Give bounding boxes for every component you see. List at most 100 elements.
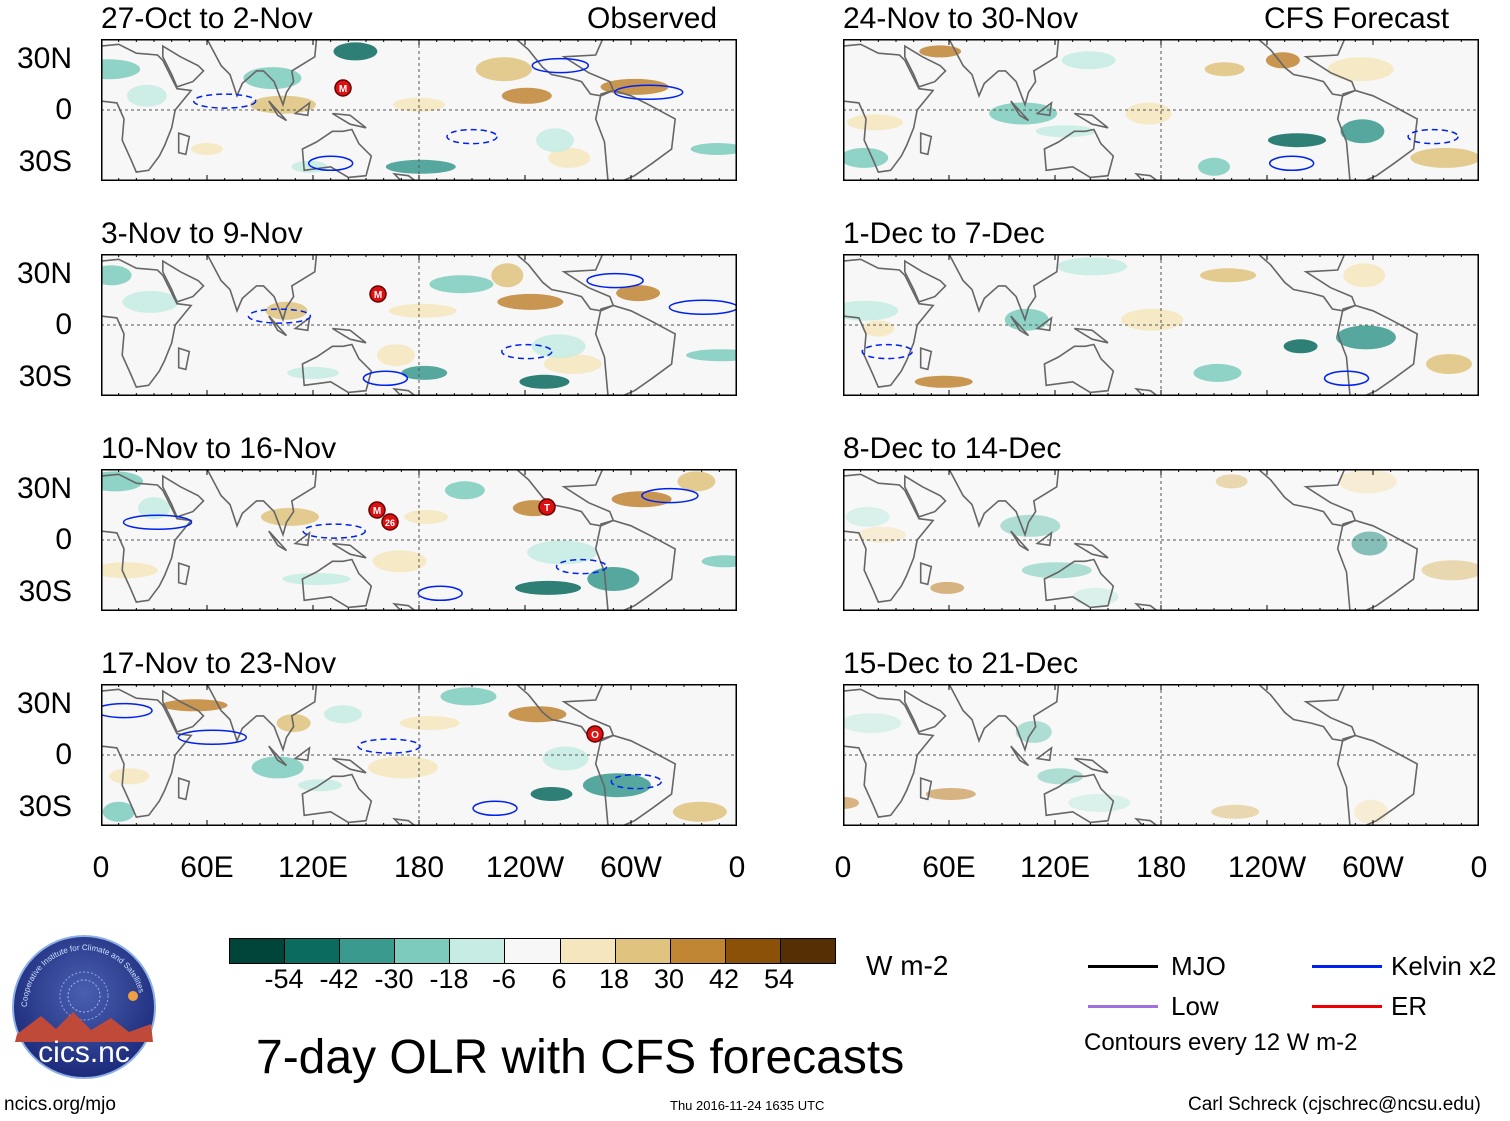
storm-marker: O (585, 723, 605, 750)
y-tick-0: 0 (55, 93, 72, 126)
x-tick-180: 180 (1135, 851, 1187, 884)
colorbar-label: -30 (374, 964, 414, 994)
colorbar-label: 42 (708, 964, 740, 994)
colorbar-swatch (615, 939, 671, 963)
legend-label-mjo: MJO (1171, 951, 1226, 981)
y-tick-0: 0 (55, 523, 72, 556)
map-svg (101, 39, 737, 181)
colorbar-swatch (505, 939, 561, 963)
forecast-panel-1-title: 24-Nov to 30-Nov (843, 2, 1079, 35)
x-tick-120w: 120W (485, 851, 565, 884)
colorbar-label: -54 (264, 964, 304, 994)
colorbar-swatch (670, 939, 726, 963)
x-tick-120e: 120E (277, 851, 349, 884)
colorbar-swatch (395, 939, 451, 963)
legend-label-kelvin: Kelvin x2 (1391, 951, 1497, 981)
forecast-map-3 (843, 469, 1479, 611)
storm-marker-label: 26 (385, 518, 395, 528)
legend-label-low: Low (1171, 991, 1219, 1021)
cics-logo: Cooperative Institute for Climate and Sa… (11, 934, 157, 1080)
colorbar (229, 938, 836, 964)
storm-marker-label: M (339, 84, 347, 95)
forecast-panel-4-title: 15-Dec to 21-Dec (843, 647, 1079, 680)
y-tick-30s: 30S (18, 360, 72, 393)
x-tick-60w: 60W (600, 851, 662, 884)
x-tick-0: 0 (728, 851, 746, 884)
legend-line-mjo (1088, 965, 1158, 968)
colorbar-label: 30 (653, 964, 685, 994)
website-link[interactable]: ncics.org/mjo (4, 1094, 116, 1115)
storm-marker: T (537, 496, 557, 523)
x-tick-0: 0 (92, 851, 110, 884)
map-svg (101, 684, 737, 826)
storm-marker: 26 (380, 511, 400, 538)
figure-title: 7-day OLR with CFS forecasts (256, 1031, 905, 1084)
x-tick-0: 0 (834, 851, 852, 884)
observed-panel-3-title: 10-Nov to 16-Nov (101, 432, 337, 465)
forecast-panel-3-title: 8-Dec to 14-Dec (843, 432, 1062, 465)
timestamp: Thu 2016-11-24 1635 UTC (670, 1098, 825, 1113)
forecast-map-4 (843, 684, 1479, 826)
map-svg (843, 684, 1479, 826)
colorbar-swatch (285, 939, 341, 963)
colorbar-swatch (560, 939, 616, 963)
colorbar-label: -6 (491, 964, 516, 994)
x-tick-0: 0 (1470, 851, 1488, 884)
colorbar-swatch (780, 939, 836, 963)
forecast-column-label: CFS Forecast (1264, 2, 1450, 35)
units-label: W m-2 (866, 950, 949, 981)
colorbar-swatch (450, 939, 506, 963)
forecast-map-1 (843, 39, 1479, 181)
legend-label-er: ER (1391, 991, 1428, 1021)
observed-map-1 (101, 39, 737, 181)
map-svg (843, 469, 1479, 611)
map-svg (101, 469, 737, 611)
forecast-panel-2-title: 1-Dec to 7-Dec (843, 217, 1045, 250)
legend-line-kelvin (1312, 965, 1382, 968)
colorbar-label: 54 (763, 964, 795, 994)
colorbar-swatch (340, 939, 396, 963)
y-tick-0: 0 (55, 738, 72, 771)
y-tick-30n: 30N (16, 687, 72, 720)
observed-panel-4-title: 17-Nov to 23-Nov (101, 647, 337, 680)
storm-marker-label: O (591, 730, 599, 741)
observed-map-3 (101, 469, 737, 611)
logo-text: cics.nc (38, 1036, 130, 1069)
colorbar-label: -18 (429, 964, 469, 994)
colorbar-swatch (230, 939, 286, 963)
map-svg (101, 254, 737, 396)
observed-column-label: Observed (587, 2, 718, 35)
observed-panel-2-title: 3-Nov to 9-Nov (101, 217, 303, 250)
x-tick-60w: 60W (1342, 851, 1404, 884)
y-tick-0: 0 (55, 308, 72, 341)
forecast-map-2 (843, 254, 1479, 396)
observed-panel-1-title: 27-Oct to 2-Nov (101, 2, 313, 35)
colorbar-label: -42 (319, 964, 359, 994)
x-tick-120e: 120E (1019, 851, 1091, 884)
x-tick-60e: 60E (180, 851, 234, 884)
author-credit: Carl Schreck (cjschrec@ncsu.edu) (1188, 1094, 1481, 1115)
colorbar-label: 18 (598, 964, 630, 994)
storm-marker-label: M (374, 290, 382, 301)
observed-map-2 (101, 254, 737, 396)
storm-marker: M (367, 499, 387, 526)
legend-note: Contours every 12 W m-2 (1084, 1029, 1358, 1056)
legend-line-low (1088, 1005, 1158, 1008)
map-svg (843, 254, 1479, 396)
y-tick-30s: 30S (18, 575, 72, 608)
map-svg (843, 39, 1479, 181)
y-tick-30n: 30N (16, 42, 72, 75)
colorbar-swatch (725, 939, 781, 963)
storm-marker: M (368, 283, 388, 310)
y-tick-30n: 30N (16, 257, 72, 290)
colorbar-label: 6 (551, 964, 567, 994)
x-tick-180: 180 (393, 851, 445, 884)
x-tick-120w: 120W (1227, 851, 1307, 884)
observed-map-4 (101, 684, 737, 826)
y-tick-30s: 30S (18, 145, 72, 178)
storm-marker-label: M (373, 506, 381, 517)
y-tick-30n: 30N (16, 472, 72, 505)
legend-line-er (1312, 1005, 1382, 1008)
y-tick-30s: 30S (18, 790, 72, 823)
x-tick-60e: 60E (922, 851, 976, 884)
